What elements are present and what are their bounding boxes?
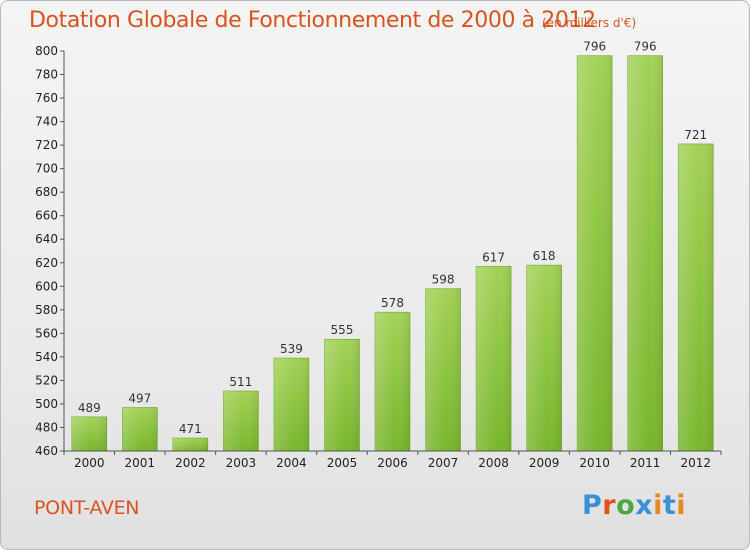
chart-title: Dotation Globale de Fonctionnement de 20… — [29, 8, 596, 33]
x-tick-label: 2012 — [680, 456, 711, 470]
y-tick-label: 800 — [35, 44, 58, 58]
x-tick-label: 2005 — [327, 456, 358, 470]
bar-shade — [223, 391, 259, 451]
town-name: PONT-AVEN — [34, 497, 140, 519]
x-tick-label: 2006 — [377, 456, 408, 470]
x-tick-label: 2002 — [175, 456, 206, 470]
data-label: 598 — [432, 273, 455, 287]
x-tick-label: 2004 — [276, 456, 307, 470]
data-label: 471 — [179, 422, 202, 436]
y-tick-label: 740 — [35, 115, 58, 129]
chart-subtitle: (en milliers d'€) — [542, 16, 637, 30]
bar-shade — [577, 55, 613, 452]
bar-shade — [678, 143, 714, 452]
proxiti-logo: Proxiti — [582, 490, 692, 526]
y-tick-label: 520 — [35, 373, 58, 387]
logo-letter: x — [635, 490, 654, 521]
logo-letter: i — [653, 490, 663, 521]
y-tick-label: 780 — [35, 68, 58, 82]
logo-letter: i — [676, 490, 687, 521]
x-tick-label: 2000 — [74, 456, 105, 470]
y-tick-label: 620 — [35, 256, 58, 270]
data-label: 617 — [482, 250, 505, 264]
data-label: 796 — [634, 40, 657, 54]
x-tick-label: 2011 — [630, 456, 661, 470]
data-label: 511 — [229, 375, 252, 389]
y-tick-label: 540 — [35, 350, 58, 364]
bar-shade — [273, 358, 309, 451]
bar-shade — [122, 407, 158, 451]
bar-shade — [476, 266, 512, 451]
bar-shade — [526, 265, 562, 451]
logo-letter: P — [582, 490, 603, 521]
y-tick-label: 700 — [35, 162, 58, 176]
y-tick-label: 460 — [35, 444, 58, 458]
logo-letter: o — [616, 490, 636, 521]
data-label: 796 — [583, 40, 606, 54]
data-label: 497 — [128, 391, 151, 405]
data-label: 539 — [280, 342, 303, 356]
y-tick-label: 560 — [35, 326, 58, 340]
logo-letter: r — [602, 490, 617, 521]
bar-shade — [375, 312, 410, 451]
bar-shade — [324, 339, 360, 451]
y-tick-label: 480 — [35, 420, 58, 434]
x-tick-label: 2009 — [529, 456, 560, 470]
y-tick-label: 660 — [35, 209, 58, 223]
data-label: 721 — [684, 128, 707, 142]
x-tick-label: 2003 — [226, 456, 257, 470]
bar-shade — [425, 288, 461, 451]
data-label: 618 — [533, 249, 556, 263]
y-tick-label: 760 — [35, 91, 58, 105]
data-label: 555 — [331, 323, 354, 337]
data-label: 578 — [381, 296, 404, 310]
logo-letter: t — [662, 490, 677, 521]
y-tick-label: 500 — [35, 397, 58, 411]
y-tick-label: 580 — [35, 303, 58, 317]
bar-shade — [172, 438, 208, 451]
y-tick-label: 720 — [35, 138, 58, 152]
bar-shade — [71, 416, 107, 451]
x-tick-label: 2001 — [125, 456, 156, 470]
x-tick-label: 2007 — [428, 456, 459, 470]
data-label: 489 — [78, 401, 101, 415]
y-tick-label: 600 — [35, 279, 58, 293]
bar-shade — [627, 55, 663, 452]
x-tick-label: 2010 — [579, 456, 610, 470]
x-tick-label: 2008 — [478, 456, 509, 470]
y-tick-label: 680 — [35, 185, 58, 199]
y-tick-label: 640 — [35, 232, 58, 246]
